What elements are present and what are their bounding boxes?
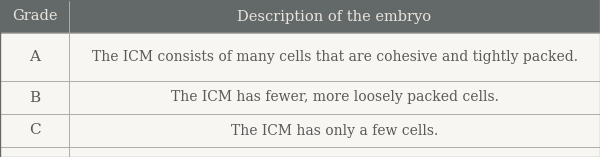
Text: The ICM has only a few cells.: The ICM has only a few cells. xyxy=(231,124,438,138)
Text: The ICM consists of many cells that are cohesive and tightly packed.: The ICM consists of many cells that are … xyxy=(91,50,577,64)
Text: A: A xyxy=(29,50,40,64)
Bar xyxy=(0,81,600,114)
Text: Grade: Grade xyxy=(12,10,57,24)
Text: B: B xyxy=(29,90,40,105)
Text: Description of the embryo: Description of the embryo xyxy=(238,10,431,24)
Bar xyxy=(0,33,600,81)
Text: The ICM has fewer, more loosely packed cells.: The ICM has fewer, more loosely packed c… xyxy=(170,90,499,105)
Bar xyxy=(0,114,600,147)
Bar xyxy=(0,0,600,33)
Text: C: C xyxy=(29,124,40,138)
